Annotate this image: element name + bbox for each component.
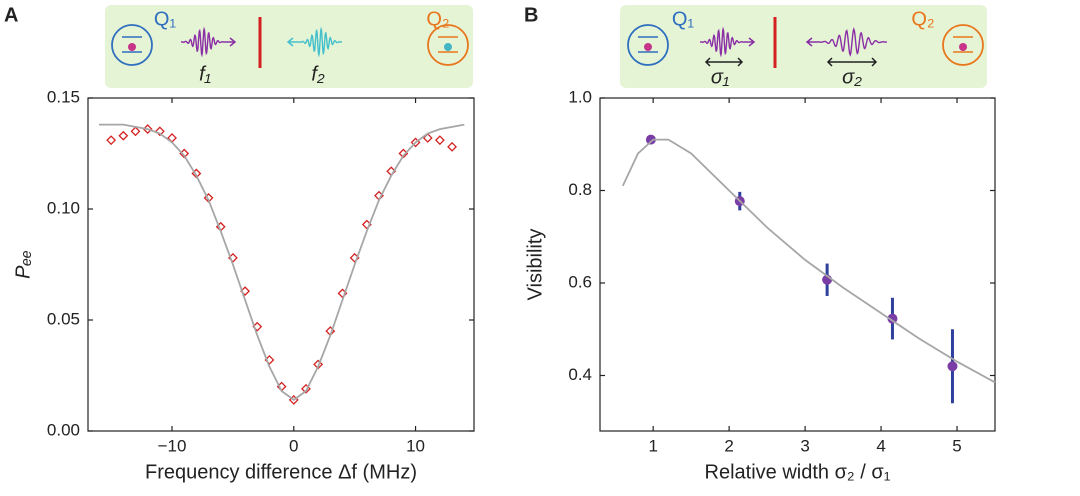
schematic-box bbox=[620, 5, 987, 88]
data-point bbox=[947, 361, 958, 372]
x-tick-label: 3 bbox=[800, 436, 809, 455]
wave-packet bbox=[298, 26, 342, 58]
data-point bbox=[645, 134, 656, 145]
arrow bbox=[805, 37, 817, 47]
inset-label: f₁ bbox=[199, 63, 211, 85]
wave-packet bbox=[181, 26, 225, 58]
qubit-circle bbox=[627, 24, 669, 66]
schematic-box bbox=[105, 5, 473, 88]
y-tick-label: 0.05 bbox=[47, 309, 80, 328]
x-tick-label: 0 bbox=[289, 436, 298, 455]
qubit-circle bbox=[427, 24, 469, 66]
inset-label: Q₁ bbox=[154, 8, 177, 30]
data-point bbox=[154, 126, 165, 137]
data-point bbox=[422, 133, 433, 143]
inset-label: f₂ bbox=[311, 63, 325, 85]
inset-label: Q₂ bbox=[911, 8, 934, 30]
wave-packet bbox=[817, 27, 887, 57]
width-arrow bbox=[704, 57, 744, 67]
data-point bbox=[434, 135, 445, 146]
x-tick-label: −10 bbox=[158, 436, 187, 455]
y-tick-label: 0.00 bbox=[47, 420, 80, 439]
excitation bbox=[959, 43, 967, 51]
arrow bbox=[744, 37, 756, 47]
excitation bbox=[128, 43, 136, 51]
fit-line bbox=[621, 138, 996, 384]
width-arrow bbox=[826, 57, 878, 67]
arrow bbox=[225, 37, 237, 47]
y-tick-label: 0.10 bbox=[47, 198, 80, 217]
qubit-circle bbox=[111, 24, 153, 66]
panel-label: A bbox=[4, 4, 18, 26]
data-point bbox=[106, 135, 117, 146]
data-point bbox=[130, 126, 141, 137]
excitation bbox=[644, 43, 652, 51]
x-tick-label: 2 bbox=[724, 436, 733, 455]
y-tick-label: 0.6 bbox=[568, 272, 592, 291]
y-tick-label: 0.4 bbox=[568, 365, 592, 384]
arrow bbox=[286, 37, 298, 47]
y-tick-label: 0.8 bbox=[568, 180, 592, 199]
data-point bbox=[887, 313, 898, 324]
y-axis-label: Visibility bbox=[524, 229, 546, 301]
y-tick-label: 1.0 bbox=[568, 87, 592, 106]
schematic-a bbox=[111, 17, 469, 68]
inset-label: σ₂ bbox=[842, 66, 862, 88]
qubit-circle bbox=[942, 24, 984, 66]
fit-line bbox=[99, 123, 465, 402]
inset-label: Q₂ bbox=[426, 8, 449, 30]
x-tick-label: 5 bbox=[952, 436, 961, 455]
inset-label: Q₁ bbox=[672, 8, 695, 30]
x-axis-label: Relative width σ₂ / σ₁ bbox=[705, 461, 891, 483]
inset-label: σ₁ bbox=[711, 66, 729, 88]
x-tick-label: 4 bbox=[876, 436, 885, 455]
panel-label: B bbox=[524, 4, 538, 26]
data-point bbox=[447, 141, 458, 152]
y-tick-label: 0.15 bbox=[47, 87, 80, 106]
plot-frame bbox=[599, 97, 996, 432]
y-axis-label: Pₑₑ bbox=[12, 250, 34, 279]
x-axis-label: Frequency difference Δf (MHz) bbox=[145, 461, 417, 483]
excitation bbox=[444, 43, 452, 51]
plot-frame bbox=[87, 97, 475, 432]
schematic-b bbox=[627, 17, 984, 68]
data-point bbox=[118, 130, 129, 141]
x-tick-label: 1 bbox=[648, 436, 657, 455]
wave-packet bbox=[700, 26, 744, 58]
x-tick-label: 10 bbox=[406, 436, 425, 455]
